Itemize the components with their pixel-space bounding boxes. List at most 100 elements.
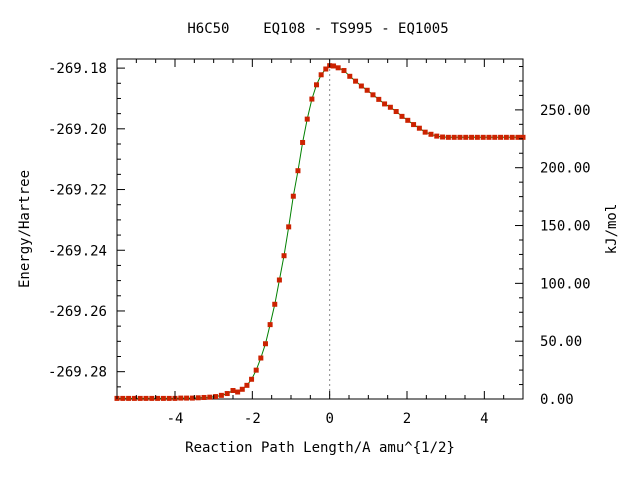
data-point [290,193,296,199]
data-point [335,65,341,71]
data-point [440,134,446,140]
data-point [189,395,195,401]
data-point [160,395,166,401]
data-point [393,109,399,115]
data-point [207,394,213,400]
data-point [201,394,207,400]
data-point [474,134,480,140]
data-point [469,134,475,140]
x-tick-label: 2 [403,411,411,427]
data-point [258,355,264,361]
data-point [120,395,126,401]
data-point [387,104,393,110]
x-tick-label: -4 [167,411,184,427]
data-point [323,66,329,72]
y-tick-label: -269.26 [48,304,107,320]
data-point [376,96,382,102]
y-axis-left: -269.18 -269.20 -269.22 -269.24 -269.26 -269.… [48,61,125,388]
y-axis-label: Energy/Hartree [17,170,33,288]
data-point [503,134,509,140]
x-tick-label: -2 [244,411,261,427]
x-tick-label: 0 [325,411,333,427]
data-point [318,72,324,78]
data-point [281,253,287,259]
data-point [480,134,486,140]
data-point [224,391,230,397]
data-point [239,386,245,392]
data-point [218,392,224,398]
data-point [370,92,376,98]
data-point [422,129,428,135]
y2-tick-label: 150.00 [540,219,591,235]
data-point [249,376,255,382]
data-point [364,87,370,93]
data-point [253,367,259,373]
y-tick-label: -269.24 [48,243,107,259]
data-point [143,395,149,401]
data-point [300,139,306,145]
data-point [445,134,451,140]
data-point [515,134,521,140]
data-point [382,101,388,107]
data-point [492,134,498,140]
data-point [486,134,492,140]
data-point [195,395,201,401]
data-point [126,395,132,401]
data-point [416,125,422,131]
data-point [399,113,405,119]
y2-tick-label: 0.00 [540,392,574,408]
y-tick-label: -269.28 [48,365,107,381]
data-point [331,63,337,69]
y-tick-label: -269.20 [48,122,107,138]
data-point [520,134,526,140]
data-point [314,82,320,88]
data-point [262,341,268,347]
plot-area [114,58,526,401]
data-point [155,395,161,401]
data-point [149,395,155,401]
y-tick-label: -269.18 [48,61,107,77]
data-point [184,395,190,401]
data-point [166,395,172,401]
data-point [428,131,434,137]
data-point [451,134,457,140]
chart-title: H6C50 EQ108 - TS995 - EQ1005 [187,21,448,37]
data-point [235,389,241,395]
data-point [457,134,463,140]
y2-tick-label: 200.00 [540,161,591,177]
y2-tick-label: 100.00 [540,276,591,292]
data-point [267,322,273,328]
x-tick-label: 4 [480,411,488,427]
data-point [347,73,353,79]
x-axis-label: Reaction Path Length/A amu^{1/2} [185,440,455,456]
data-point [137,395,143,401]
data-point [463,134,469,140]
y2-axis-label: kJ/mol [604,204,620,255]
y2-tick-label: 50.00 [540,334,582,350]
energy-curve [117,65,523,399]
x-axis: -4 -2 0 2 4 [116,59,524,427]
data-point [272,301,278,307]
y-tick-label: -269.22 [48,183,107,199]
data-point [304,116,310,122]
data-point [276,277,282,283]
data-point [434,133,440,139]
data-point [213,394,219,400]
data-point [498,134,504,140]
data-point [178,395,184,401]
data-point [509,134,515,140]
y2-tick-label: 250.00 [540,103,591,119]
data-point [353,78,359,84]
data-markers [114,63,526,401]
plot-frame [116,58,524,400]
data-point [286,224,292,230]
data-point [295,168,301,174]
data-point [341,68,347,74]
data-point [411,122,417,128]
y-axis-right: 0.00 50.00 100.00 150.00 200.00 250.00 [515,66,591,408]
data-point [358,83,364,89]
data-point [405,117,411,123]
data-point [309,96,315,102]
data-point [230,388,236,393]
